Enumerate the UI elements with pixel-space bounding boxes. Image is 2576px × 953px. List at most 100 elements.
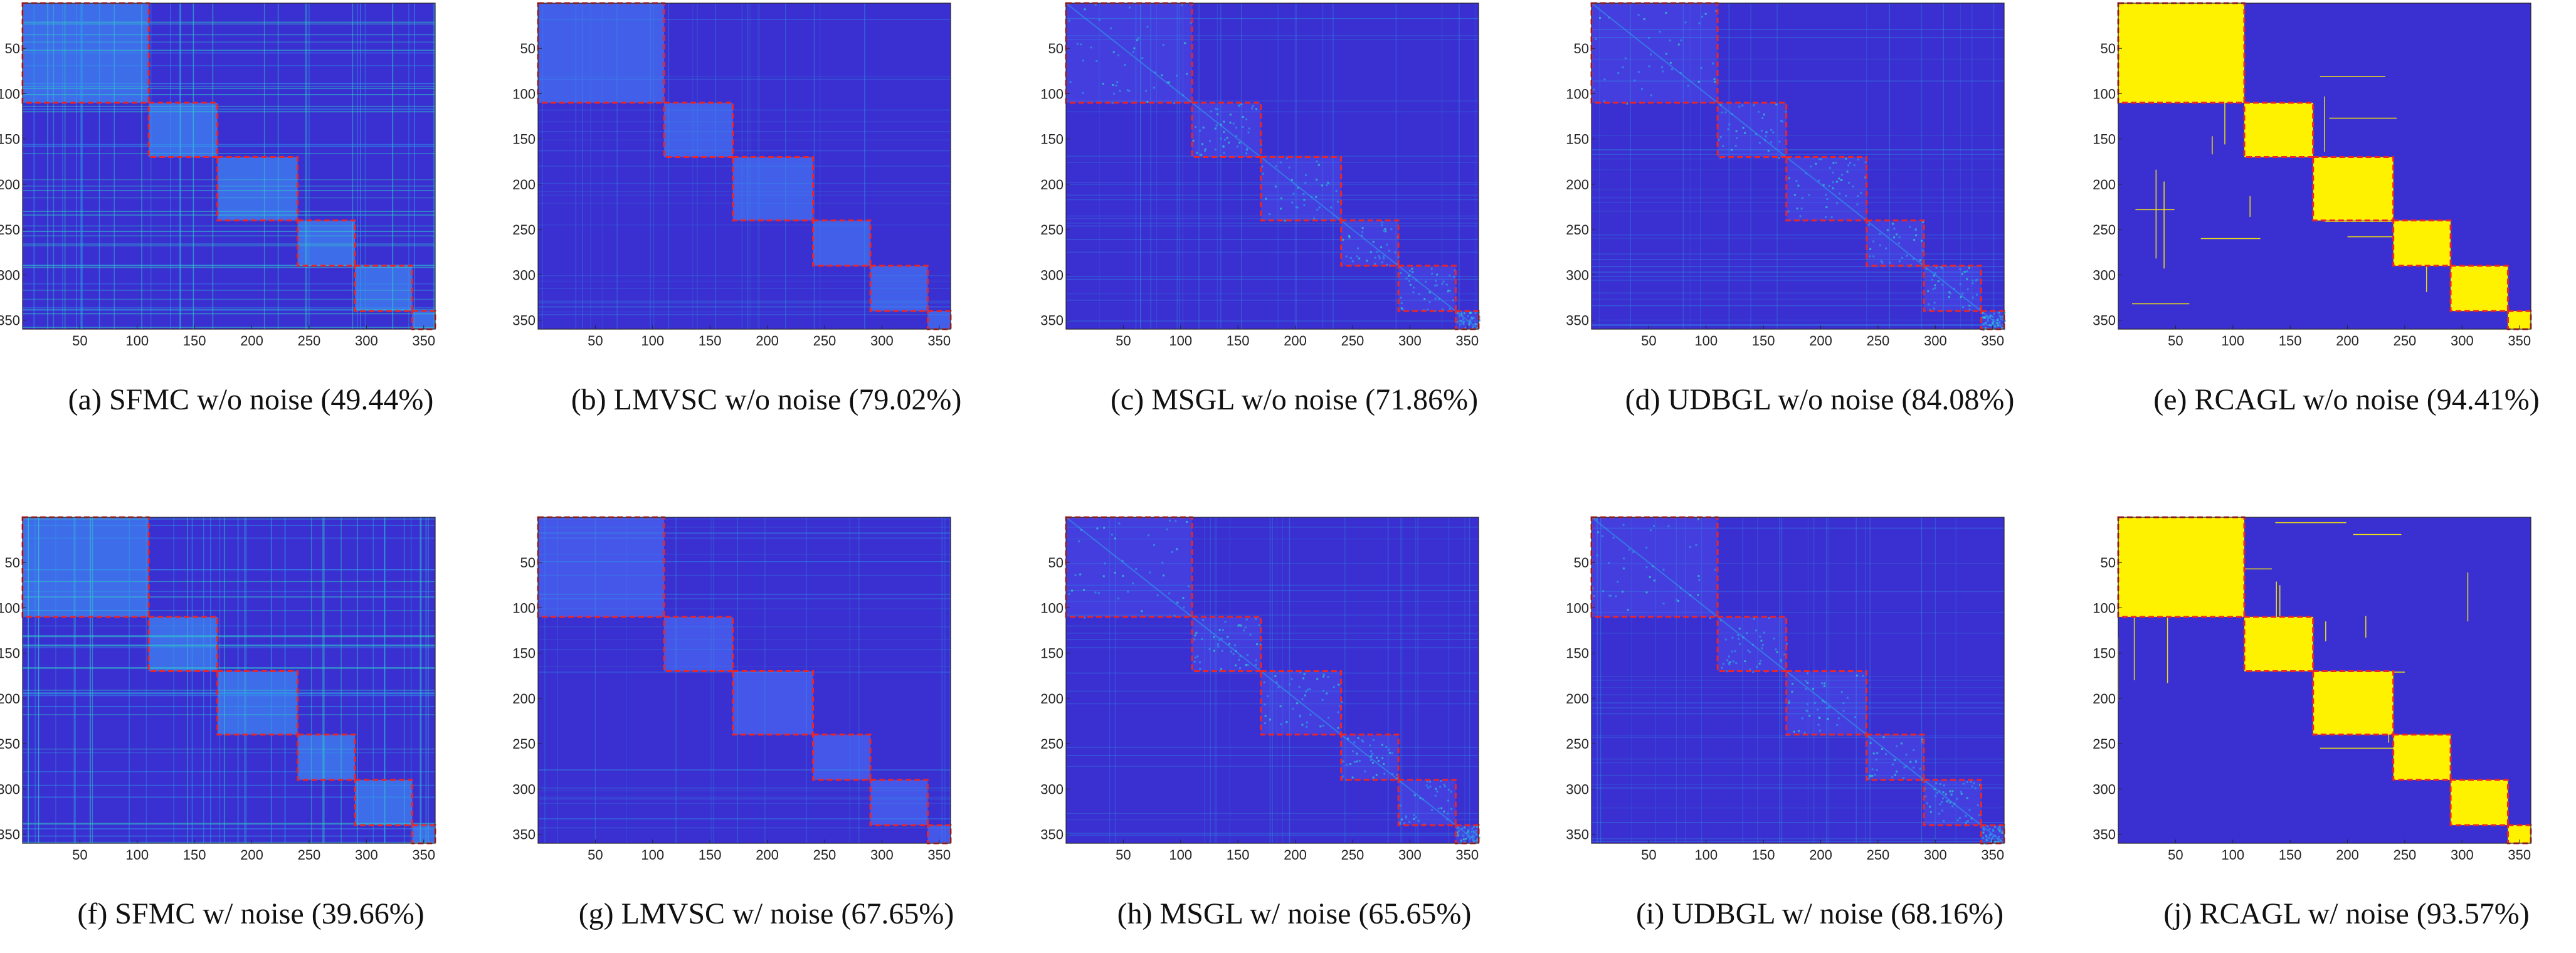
heatmap-panel-rcagl-without-noise: 50 100 150 200 250 300 350 50 100 150 200 250 300 350… xyxy=(2093,0,2576,439)
affinity-speckle xyxy=(1992,315,1994,318)
cluster-block xyxy=(2118,517,2245,617)
affinity-speckle xyxy=(1808,714,1811,717)
affinity-speckle xyxy=(1378,255,1380,258)
affinity-speckle xyxy=(1267,695,1269,697)
affinity-speckle xyxy=(1204,150,1206,152)
affinity-speckle xyxy=(1245,118,1248,120)
affinity-speckle xyxy=(1279,705,1282,707)
affinity-speckle xyxy=(1927,290,1929,292)
affinity-speckle xyxy=(1450,791,1452,793)
affinity-speckle xyxy=(1956,798,1958,800)
x-tick-label: 50 xyxy=(72,333,87,349)
x-tick-label: 150 xyxy=(699,847,722,863)
affinity-speckle xyxy=(1095,60,1098,63)
affinity-speckle xyxy=(1758,663,1761,665)
y-tick-label: 350 xyxy=(0,313,20,329)
x-tick-label: 100 xyxy=(2221,847,2244,863)
affinity-speckle xyxy=(1235,127,1238,129)
affinity-speckle xyxy=(1968,266,1970,269)
affinity-speckle xyxy=(1372,776,1375,779)
affinity-speckle xyxy=(1226,137,1228,139)
affinity-speckle xyxy=(1408,270,1411,272)
affinity-speckle xyxy=(1381,221,1383,224)
x-tick-label: 100 xyxy=(641,333,664,349)
affinity-speckle xyxy=(1190,21,1192,24)
affinity-speckle xyxy=(1408,275,1410,277)
affinity-speckle xyxy=(1464,841,1466,843)
affinity-speckle xyxy=(1988,828,1991,831)
cluster-box xyxy=(1866,734,1925,781)
x-tick-label: 50 xyxy=(2168,847,2183,863)
affinity-speckle xyxy=(1275,682,1278,684)
affinity-speckle xyxy=(1649,529,1652,532)
affinity-speckle xyxy=(1291,179,1293,181)
affinity-speckle xyxy=(1595,519,1598,521)
affinity-speckle xyxy=(1246,654,1248,656)
affinity-speckle xyxy=(1447,813,1449,815)
affinity-speckle xyxy=(1381,261,1383,263)
affinity-speckle xyxy=(1471,316,1474,319)
x-tick-label: 100 xyxy=(125,847,149,863)
affinity-speckle xyxy=(1468,324,1470,326)
affinity-speckle xyxy=(1924,787,1926,790)
affinity-speckle xyxy=(1962,782,1965,785)
affinity-speckle xyxy=(1464,327,1467,329)
panel-caption: (j) RCAGL w/ noise (93.57%) xyxy=(2163,897,2530,930)
y-tick-label: 150 xyxy=(1566,646,1589,661)
affinity-speckle xyxy=(1845,194,1847,197)
affinity-speckle xyxy=(1429,786,1432,788)
affinity-speckle xyxy=(1987,825,1989,828)
affinity-speckle xyxy=(1288,683,1291,686)
affinity-speckle xyxy=(1847,181,1850,184)
affinity-speckle xyxy=(1832,181,1834,184)
affinity-speckle xyxy=(1800,208,1803,210)
x-tick-label: 250 xyxy=(1867,847,1890,863)
affinity-speckle xyxy=(1966,820,1969,823)
heatmap-svg: 50 100 150 200 250 300 350 50 100 150 200 250 300 350 xyxy=(1566,2,2006,349)
x-tick-label: 350 xyxy=(2508,847,2531,863)
affinity-speckle xyxy=(1428,291,1431,293)
affinity-speckle xyxy=(1472,317,1475,319)
affinity-speckle xyxy=(1303,673,1306,675)
affinity-speckle xyxy=(1726,659,1729,661)
affinity-speckle xyxy=(1648,36,1650,39)
affinity-speckle xyxy=(1840,691,1843,693)
affinity-speckle xyxy=(1775,648,1777,651)
affinity-speckle xyxy=(1372,739,1375,741)
x-tick-label: 350 xyxy=(412,847,435,863)
affinity-speckle xyxy=(1941,801,1943,803)
affinity-speckle xyxy=(1999,828,2002,831)
affinity-speckle xyxy=(1223,152,1225,154)
affinity-speckle xyxy=(1817,708,1819,711)
cluster-block xyxy=(149,102,218,157)
affinity-speckle xyxy=(1460,840,1462,843)
affinity-speckle xyxy=(1309,713,1312,716)
affinity-speckle xyxy=(1083,589,1085,591)
affinity-speckle xyxy=(1728,662,1730,665)
affinity-speckle xyxy=(1718,139,1720,141)
affinity-speckle xyxy=(1760,660,1762,662)
affinity-speckle xyxy=(1173,614,1176,617)
cluster-block xyxy=(2118,3,2245,103)
affinity-speckle xyxy=(1214,127,1217,130)
affinity-speckle xyxy=(1291,201,1294,204)
affinity-speckle xyxy=(1068,19,1070,22)
affinity-speckle xyxy=(1449,274,1451,276)
affinity-speckle xyxy=(1662,569,1665,571)
affinity-speckle xyxy=(1857,195,1859,197)
heatmap-panel-msgl-with-noise: 50 100 150 200 250 300 350 50 100 150 200 250 300 350… xyxy=(1040,514,1545,953)
affinity-speckle xyxy=(1322,675,1325,678)
affinity-speckle xyxy=(1413,813,1415,816)
affinity-speckle xyxy=(1141,57,1144,60)
heatmap-panel-sfmc-without-noise: 50 100 150 200 250 300 350 50 100 150 200 250 300 350… xyxy=(0,0,502,439)
affinity-speckle xyxy=(1435,284,1438,287)
cluster-block xyxy=(870,779,928,826)
affinity-speckle xyxy=(1425,280,1427,283)
affinity-speckle xyxy=(1998,321,2001,324)
y-tick-label: 100 xyxy=(1566,86,1589,102)
affinity-speckle xyxy=(1184,42,1186,45)
affinity-speckle xyxy=(1440,807,1443,809)
affinity-speckle xyxy=(1839,192,1841,195)
affinity-speckle xyxy=(1872,752,1875,755)
affinity-speckle xyxy=(1940,265,1943,268)
